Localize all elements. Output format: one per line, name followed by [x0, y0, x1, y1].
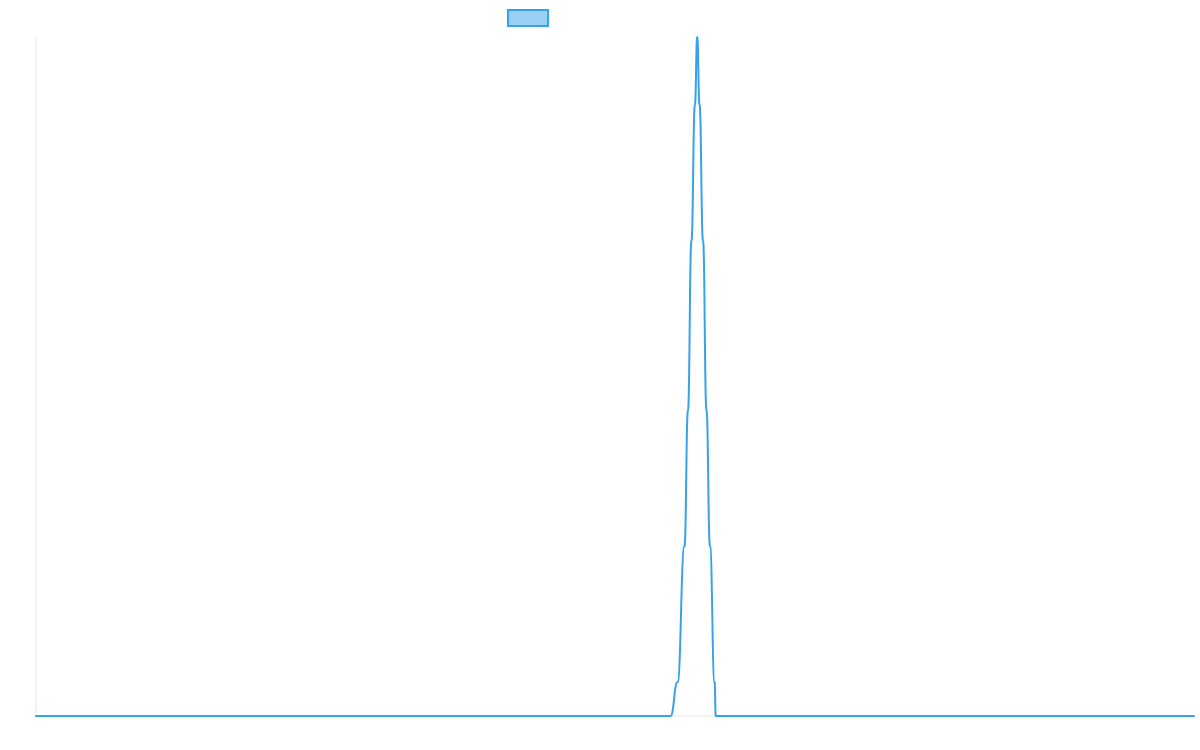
series-layer — [35, 36, 1195, 718]
axes — [35, 37, 1194, 717]
series-line-0 — [35, 36, 1195, 718]
legend-item-0[interactable] — [507, 9, 549, 27]
legend-swatch[interactable] — [507, 9, 549, 27]
legend[interactable] — [507, 9, 549, 27]
